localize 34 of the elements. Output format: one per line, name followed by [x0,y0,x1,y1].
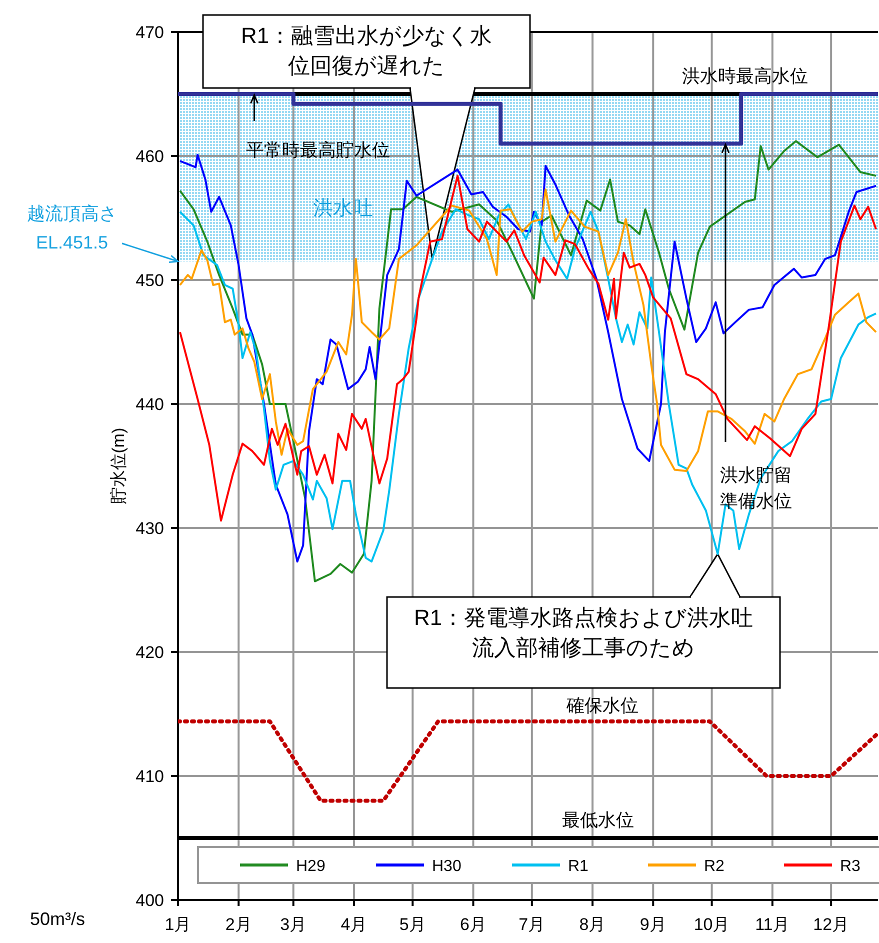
x-tick-label: 11月 [755,915,790,934]
y-axis-title: 貯水位(m) [109,428,128,504]
x-tick-label: 3月 [280,915,307,934]
x-tick-label: 2月 [225,915,252,934]
annotation: 越流頂高さ EL.451.5 [27,203,117,252]
x-tick-label: 5月 [399,915,426,934]
x-tick-label: 12月 [813,915,850,934]
y-tick-label: 420 [136,643,164,662]
x-tick-label: 7月 [518,915,546,934]
y-tick-label: 460 [136,147,164,166]
x-tick-label: 10月 [694,915,730,934]
text: 50m³/s [30,909,86,929]
y-tick-label: 410 [136,767,164,786]
legend-label: H29 [296,858,326,875]
y-tick-label: 450 [136,271,164,290]
annotation: R1：融雪出水が少なく水位回復が遅れた [240,22,494,80]
annotation: 平常時最高貯水位 [245,139,391,162]
ref-line-label: 最低水位 [562,810,634,830]
legend-label: R1 [568,858,589,875]
y-tick-label: 440 [136,395,164,414]
x-tick-label: 9月 [640,915,666,934]
annotation: R1：発電導水路点検および洪水吐流入部補修工事のため [413,604,754,662]
legend-label: R2 [704,858,725,875]
x-tick-label: 1月 [164,915,192,934]
ref-line-label: 洪水時最高水位 [682,66,808,86]
legend-label: R3 [840,858,861,875]
y-tick-label: 400 [136,891,164,910]
x-tick-label: 4月 [340,915,368,934]
y-tick-label: 470 [136,23,164,42]
annotation: 確保水位 [566,695,639,716]
x-tick-label: 6月 [460,915,486,934]
legend-label: H30 [432,858,462,875]
y-tick-label: 430 [136,519,164,538]
x-tick-label: 8月 [579,915,606,934]
